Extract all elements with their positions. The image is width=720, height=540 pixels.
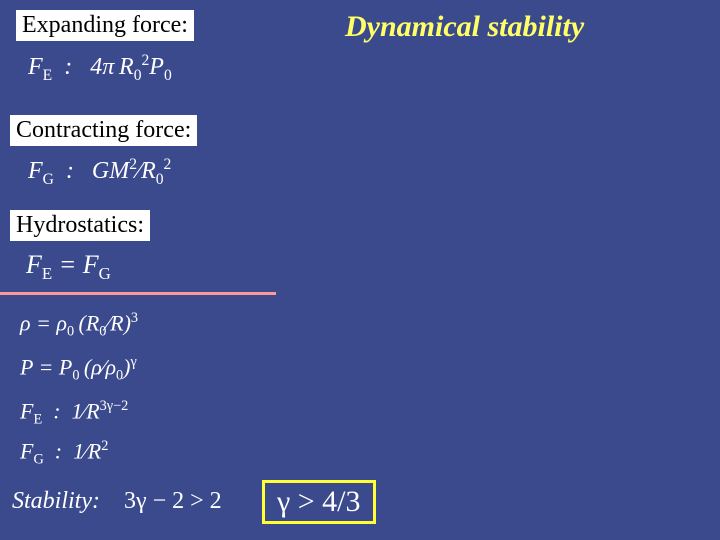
formula-pressure: P = P0 (ρ⁄ρ0)γ	[20, 354, 137, 385]
stability-label: Stability:	[12, 488, 100, 514]
label-hydrostatics: Hydrostatics:	[10, 210, 150, 241]
formula-equilibrium: FE = FG	[26, 250, 111, 284]
slide-title: Dynamical stability	[345, 10, 584, 44]
result-gamma-condition: γ > 4/3	[262, 480, 376, 524]
stability-condition: Stability: 3γ − 2 > 2	[12, 488, 222, 515]
formula-fe-def: FE : 4π R02P0	[28, 52, 172, 85]
formula-fg-scaling: FG : 1⁄R2	[20, 438, 108, 469]
formula-rho: ρ = ρ0 (R0⁄R)3	[20, 310, 138, 341]
formula-fe-scaling: FE : 1⁄R3γ−2	[20, 398, 128, 429]
label-expanding-force: Expanding force:	[16, 10, 194, 41]
section-divider	[0, 292, 276, 295]
stability-expression: 3γ − 2 > 2	[124, 488, 222, 514]
formula-fg-def: FG : GM2⁄R02	[28, 156, 171, 189]
label-contracting-force: Contracting force:	[10, 115, 197, 146]
